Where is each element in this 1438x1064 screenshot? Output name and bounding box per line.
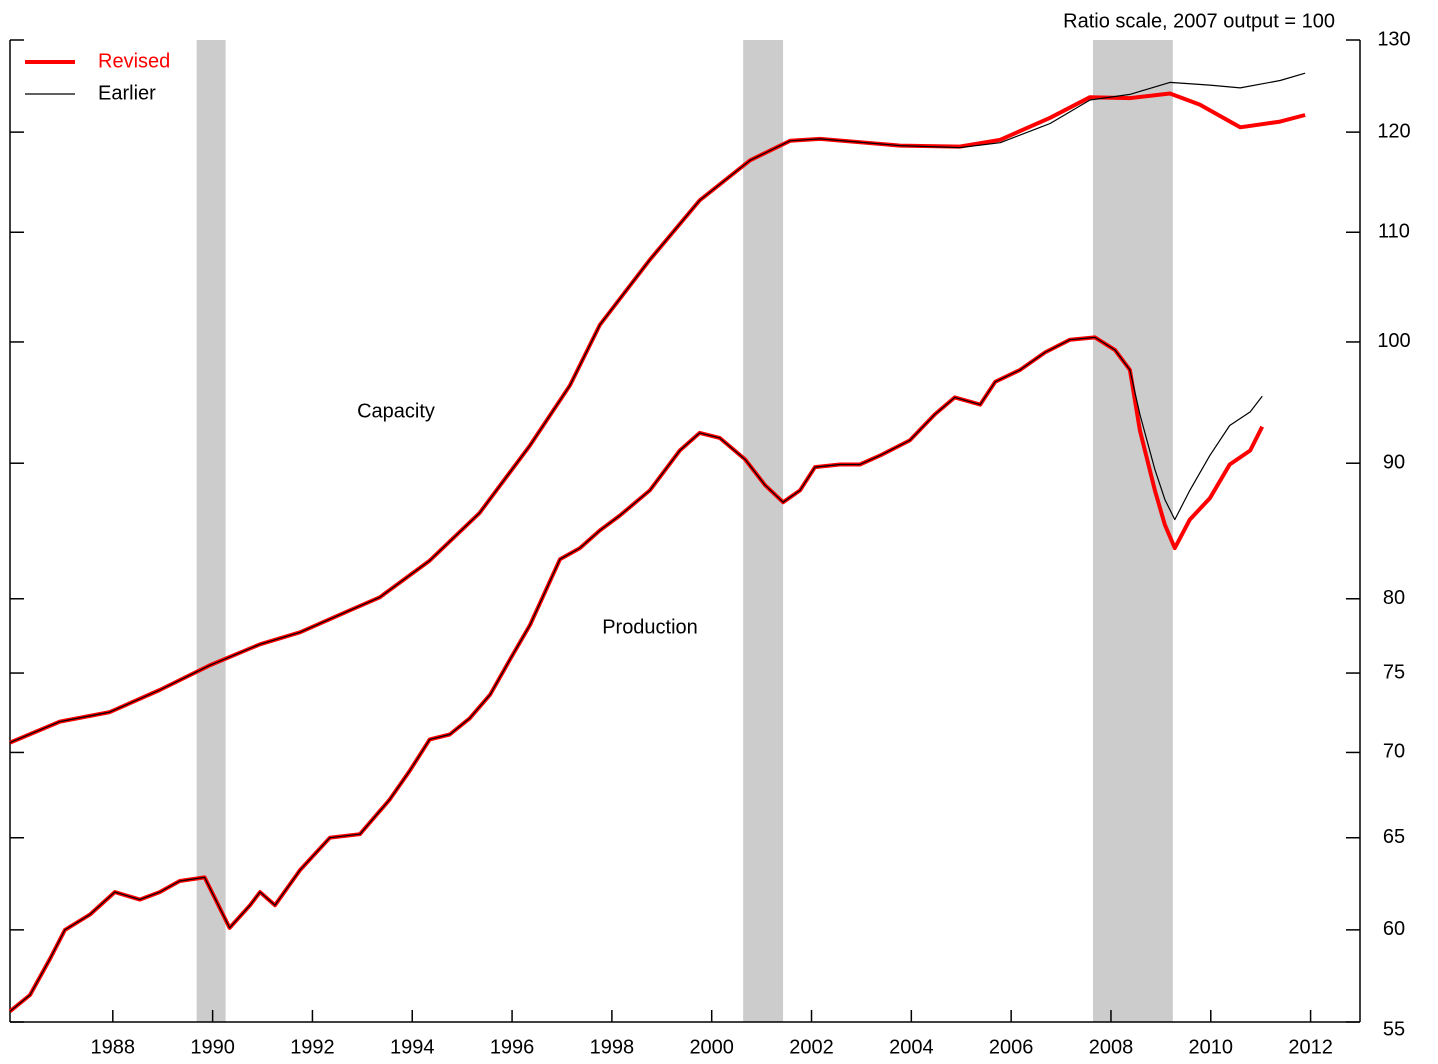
y-tick-label: 120 bbox=[1377, 120, 1410, 142]
x-tick-label: 1990 bbox=[190, 1036, 235, 1058]
recession-band bbox=[196, 40, 226, 1022]
y-tick-label: 100 bbox=[1377, 330, 1410, 352]
chart-subtitle: Ratio scale, 2007 output = 100 bbox=[1063, 10, 1335, 32]
annotation: Capacity bbox=[357, 400, 435, 422]
x-tick-label: 1994 bbox=[390, 1036, 435, 1058]
x-tick-label: 1992 bbox=[290, 1036, 335, 1058]
capacity-line bbox=[9, 72, 1306, 744]
y-tick-label: 70 bbox=[1383, 741, 1405, 763]
y-tick-label: 60 bbox=[1383, 918, 1405, 940]
annotation: Production bbox=[602, 616, 698, 638]
y-tick-label: 75 bbox=[1383, 661, 1405, 683]
production-line bbox=[9, 336, 1263, 1012]
x-tick-label: 2008 bbox=[1089, 1036, 1134, 1058]
x-tick-label: 2006 bbox=[989, 1036, 1034, 1058]
recession-band bbox=[743, 40, 784, 1022]
x-tick-label: 1988 bbox=[91, 1036, 136, 1058]
recession-band bbox=[1092, 40, 1173, 1022]
x-tick-label: 1998 bbox=[590, 1036, 635, 1058]
x-tick-label: 2010 bbox=[1189, 1036, 1234, 1058]
x-tick-label: 1996 bbox=[490, 1036, 535, 1058]
y-tick-label: 110 bbox=[1378, 221, 1410, 243]
y-tick-label: 130 bbox=[1377, 28, 1410, 50]
x-tick-label: 2012 bbox=[1288, 1036, 1333, 1058]
x-tick-label: 2004 bbox=[889, 1036, 934, 1058]
legend-label: Earlier bbox=[98, 82, 156, 104]
x-tick-label: 2000 bbox=[689, 1036, 734, 1058]
y-tick-label: 65 bbox=[1383, 826, 1405, 848]
x-tick-label: 2002 bbox=[789, 1036, 834, 1058]
y-tick-label: 80 bbox=[1383, 587, 1405, 609]
y-tick-label: 90 bbox=[1383, 451, 1405, 473]
legend-label: Revised bbox=[98, 50, 170, 72]
y-tick-label: 55 bbox=[1383, 1018, 1405, 1040]
